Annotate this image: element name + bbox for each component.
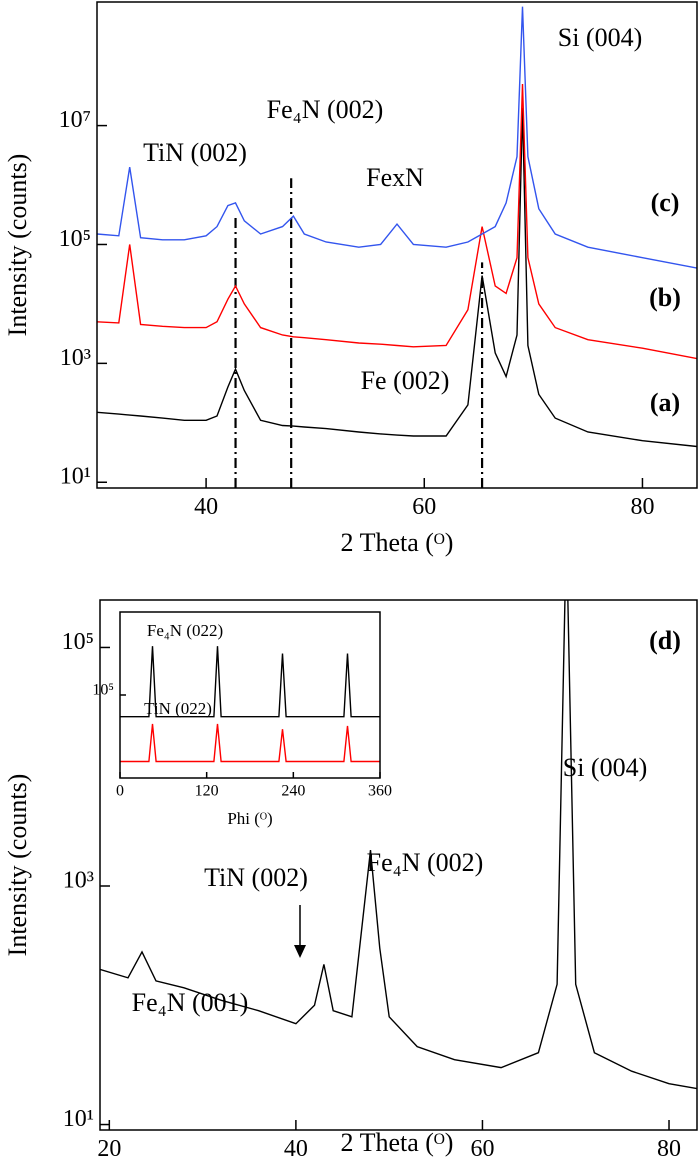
peak-annotation: Fe (002)	[361, 366, 450, 395]
series-label: TiN (022)	[144, 699, 212, 718]
peak-annotation: FexN	[366, 163, 424, 192]
series-label: (d)	[649, 626, 681, 655]
y-tick-label: 10³	[60, 345, 91, 371]
x-tick-label: 20	[97, 1136, 121, 1158]
series-line	[97, 107, 697, 448]
plot-frame	[99, 599, 698, 1131]
plot-frame	[96, 1, 698, 489]
y-tick-label: 10¹	[63, 1106, 94, 1132]
series-label: (a)	[650, 388, 680, 417]
series-label: (b)	[649, 283, 681, 312]
peak-annotation: Si (004)	[558, 23, 643, 52]
y-tick-label: 10⁵	[62, 629, 94, 655]
y-tick-label: 10³	[63, 868, 94, 894]
x-tick-label: 40	[284, 1136, 308, 1158]
peak-annotation: Fe₄N (001)	[132, 988, 249, 1017]
peak-annotation: Fe₄N (002)	[367, 848, 484, 877]
y-tick-label: 10⁵	[59, 226, 91, 252]
y-axis-label: Intensity (counts)	[3, 774, 32, 957]
peak-annotation: Fe₄N (002)	[267, 95, 384, 124]
x-tick-label: 80	[630, 494, 654, 520]
x-axis-label: 2 Theta (ᴼ)	[341, 528, 454, 557]
inset-background	[120, 612, 380, 778]
x-tick-label: 120	[195, 782, 219, 799]
series-line	[97, 6, 697, 269]
y-tick-label: 10⁷	[59, 107, 91, 133]
plot-area	[97, 6, 697, 488]
series-label: Fe₄N (022)	[147, 621, 223, 640]
x-tick-label: 60	[470, 1136, 494, 1158]
x-axis-label: Phi (ᴼ)	[227, 809, 272, 828]
peak-annotation: TiN (002)	[204, 863, 308, 892]
x-tick-label: 0	[116, 782, 124, 799]
plot-area	[120, 646, 380, 763]
x-tick-label: 80	[657, 1136, 681, 1158]
series-line	[97, 83, 697, 360]
series-label: (c)	[651, 188, 680, 217]
peak-annotation: TiN (002)	[143, 138, 247, 167]
x-tick-label: 360	[368, 782, 392, 799]
series-line	[100, 600, 697, 1090]
x-axis-label: 2 Theta (ᴼ)	[341, 1128, 454, 1157]
series-line	[120, 723, 380, 763]
x-tick-label: 60	[412, 494, 436, 520]
series-line	[120, 646, 380, 718]
x-tick-label: 40	[194, 494, 218, 520]
y-tick-label: 10⁵	[92, 682, 114, 699]
x-tick-label: 240	[281, 782, 305, 799]
plot-area	[100, 600, 697, 1090]
y-tick-label: 10¹	[60, 464, 91, 490]
y-axis-label: Intensity (counts)	[3, 154, 32, 337]
arrow-head	[294, 945, 306, 958]
peak-annotation: Si (004)	[563, 753, 648, 782]
